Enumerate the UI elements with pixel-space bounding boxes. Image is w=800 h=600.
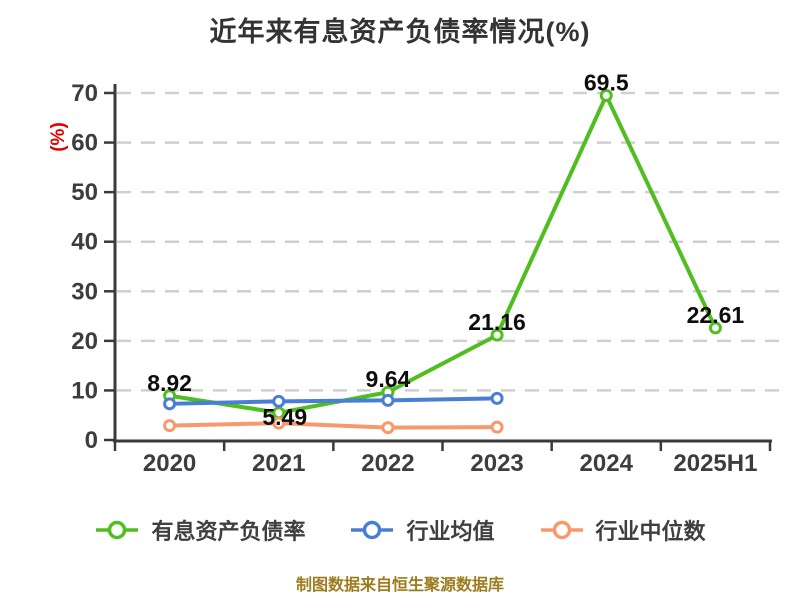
y-tick-label: 30: [71, 278, 98, 305]
y-tick-label: 0: [85, 427, 98, 454]
data-point-industry-median: [272, 416, 286, 430]
data-point-industry-mean: [163, 397, 177, 411]
data-point-interest-bearing-debt-ratio: [490, 328, 504, 342]
series-line-industry-mean: [167, 396, 500, 406]
data-point-industry-mean: [272, 394, 286, 408]
legend-item-industry-median: 行业中位数: [539, 514, 706, 546]
y-tick-label: 60: [71, 130, 98, 157]
data-label: 22.61: [687, 302, 745, 328]
series-line-interest-bearing-debt-ratio: [167, 93, 718, 415]
chart-title: 近年来有息资产负债率情况(%): [209, 17, 591, 47]
legend-item-interest-bearing-debt-ratio: 有息资产负债率: [94, 514, 305, 546]
legend-label-industry-mean: 行业均值: [406, 519, 495, 544]
legend-marker-green-icon: [96, 520, 139, 540]
data-point-industry-median: [163, 419, 177, 433]
y-tick-label: 20: [71, 328, 98, 355]
data-label: 5.49: [262, 404, 307, 430]
data-point-interest-bearing-debt-ratio: [599, 88, 613, 102]
data-label: 9.64: [366, 366, 411, 392]
data-point-industry-median: [490, 420, 504, 434]
y-tick-label: 10: [71, 377, 98, 404]
legend-marker-orange-icon: [540, 520, 583, 540]
legend-label-interest-bearing-debt-ratio: 有息资产负债率: [151, 519, 306, 544]
y-tick-label: 40: [71, 229, 98, 256]
x-tick-label: 2024: [580, 450, 634, 477]
data-source-note: 制图数据来自恒生聚源数据库: [295, 577, 504, 594]
data-point-industry-mean: [490, 391, 504, 405]
x-tick-label: 2020: [143, 450, 196, 477]
series-line-industry-median: [167, 421, 500, 430]
x-tick-label: 2023: [470, 450, 523, 477]
x-tick-label: 2021: [252, 450, 305, 477]
legend-marker-blue-icon: [351, 520, 394, 540]
data-point-industry-mean: [381, 393, 395, 407]
legend-label-industry-median: 行业中位数: [595, 519, 706, 544]
legend: 有息资产负债率 行业均值 行业中位数: [0, 514, 800, 546]
legend-item-industry-mean: 行业均值: [349, 514, 495, 546]
data-point-interest-bearing-debt-ratio: [708, 321, 722, 335]
y-tick-label: 70: [71, 80, 98, 107]
x-tick-label: 2025H1: [673, 450, 757, 477]
data-point-industry-median: [381, 421, 395, 435]
data-label: 21.16: [468, 309, 526, 335]
y-tick-label: 50: [71, 179, 98, 206]
data-label: 69.5: [584, 69, 629, 95]
x-tick-label: 2022: [361, 450, 414, 477]
data-label: 8.92: [147, 370, 192, 396]
